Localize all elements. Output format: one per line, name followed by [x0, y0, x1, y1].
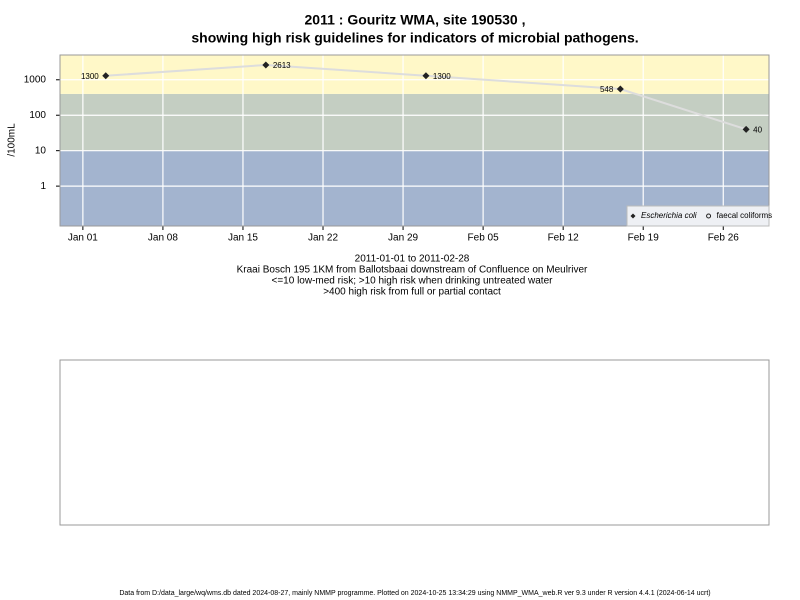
x-tick-label: Feb 05: [468, 233, 500, 244]
data-point: [616, 85, 624, 93]
data-point: [102, 72, 110, 80]
data-label: 2613: [273, 61, 291, 70]
data-point: [742, 125, 750, 133]
y-tick-label: 10: [35, 145, 47, 156]
legend-marker: [630, 213, 636, 219]
y-tick-label: 1: [40, 181, 46, 192]
empty-panel: [59, 359, 770, 526]
risk-band: [60, 93, 769, 151]
x-tick-label: Jan 29: [388, 233, 418, 244]
x-tick-label: Jan 08: [148, 233, 178, 244]
x-tick-label: Feb 19: [628, 233, 660, 244]
note: >400 high risk from full or partial cont…: [323, 287, 501, 298]
legend-marker: [706, 213, 712, 219]
data-point: [262, 61, 270, 69]
y-tick-label: 100: [29, 110, 46, 121]
note: Kraai Bosch 195 1KM from Ballotsbaai dow…: [237, 265, 588, 276]
note: 2011-01-01 to 2011-02-28: [355, 254, 470, 265]
plot-frame: [59, 54, 770, 227]
data-label: 40: [753, 125, 762, 134]
x-tick-label: Feb 26: [708, 233, 740, 244]
note: <=10 low-med risk; >10 high risk when dr…: [272, 276, 554, 287]
chart-subtitle: showing high risk guidelines for indicat…: [191, 30, 638, 46]
x-tick-label: Jan 15: [228, 233, 258, 244]
legend-label: Escherichia coli: [641, 211, 697, 220]
y-axis-label: /100mL: [7, 123, 18, 157]
data-label: 548: [600, 85, 614, 94]
x-tick-label: Jan 22: [308, 233, 338, 244]
data-point: [422, 72, 430, 80]
x-tick-label: Feb 12: [548, 233, 580, 244]
legend-box: [626, 205, 770, 227]
x-tick-label: Jan 01: [68, 233, 98, 244]
data-label: 1300: [81, 72, 99, 81]
footer: Data from D:/data_large/wq/wms.db dated …: [119, 590, 710, 597]
data-label: 1300: [433, 72, 451, 81]
y-tick-label: 1000: [24, 74, 47, 85]
chart-title: 2011 : Gouritz WMA, site 190530 ,: [305, 12, 526, 28]
legend-label: faecal coliforms: [717, 211, 773, 220]
